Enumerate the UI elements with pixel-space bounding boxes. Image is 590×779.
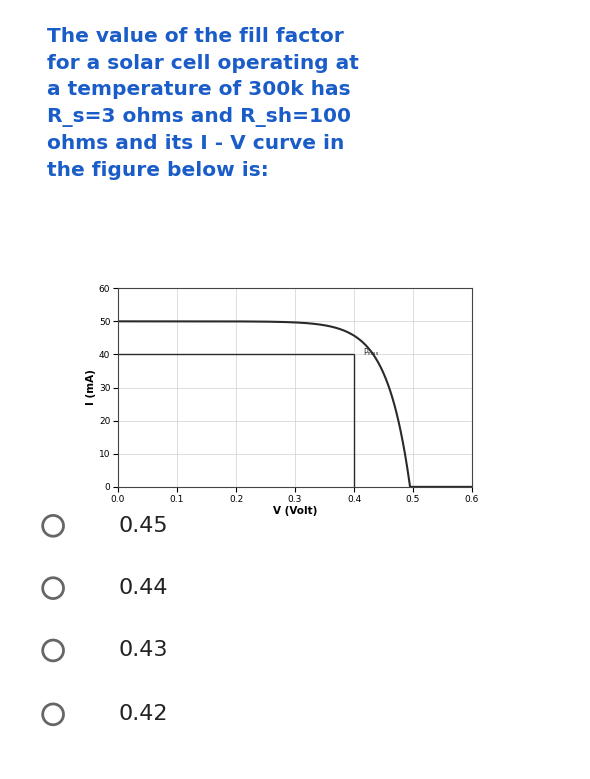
Text: 0.45: 0.45 (118, 516, 168, 536)
Text: 0.44: 0.44 (118, 578, 168, 598)
Text: The value of the fill factor
for a solar cell operating at
a temperature of 300k: The value of the fill factor for a solar… (47, 27, 359, 180)
Text: 0.43: 0.43 (118, 640, 168, 661)
Y-axis label: I (mA): I (mA) (86, 369, 96, 406)
Text: 0.42: 0.42 (118, 704, 168, 724)
X-axis label: V (Volt): V (Volt) (273, 506, 317, 516)
Text: Pₘₐₓ: Pₘₐₓ (363, 348, 378, 358)
